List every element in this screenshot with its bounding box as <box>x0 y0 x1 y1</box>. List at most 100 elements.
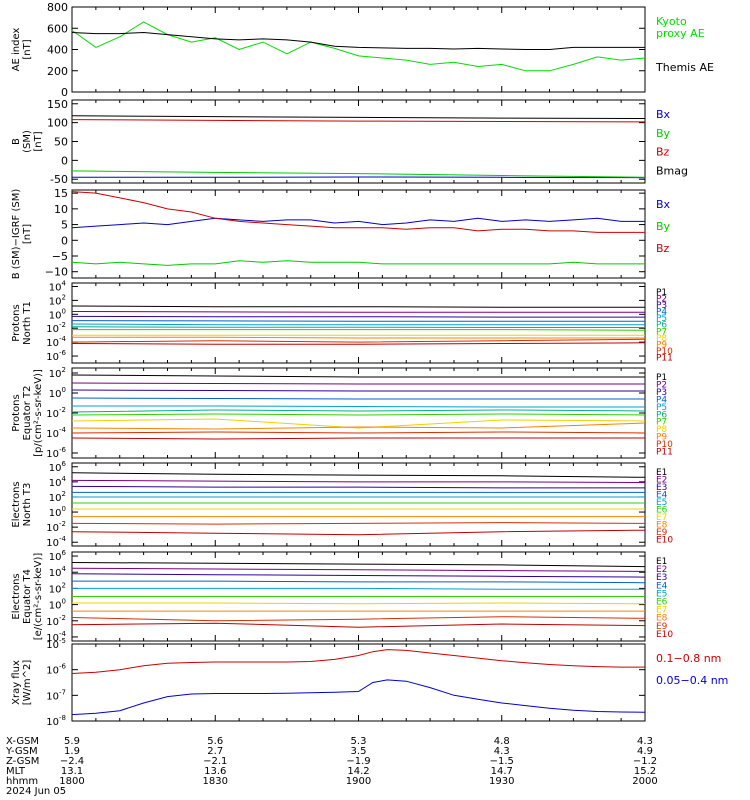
legend-p2: P2 <box>656 295 667 305</box>
y-tick-label: 800 <box>47 1 68 14</box>
y-tick-label: 10-8 <box>46 714 66 728</box>
legend-e9: E9 <box>656 528 668 538</box>
panel-frame <box>71 6 646 93</box>
legend-p4: P4 <box>656 308 667 318</box>
legend-p1: P1 <box>656 288 667 298</box>
series-e10 <box>71 529 646 536</box>
y-tick-label: 15 <box>54 187 68 200</box>
orbit-value: 4.9 <box>637 746 653 757</box>
legend-p8: P8 <box>656 425 667 435</box>
legend-e6: E6 <box>656 598 668 608</box>
orbit-value: 1.9 <box>64 746 80 757</box>
series-e3 <box>71 485 645 489</box>
y-tick-label: 50 <box>54 136 68 149</box>
series-0-1-0-8-nm <box>71 649 645 674</box>
panel-frame <box>71 99 646 184</box>
series-p11 <box>71 437 645 440</box>
series-bx <box>71 217 645 229</box>
series-e7 <box>72 602 646 605</box>
legend-kyoto-proxy-ae-2: proxy AE <box>656 27 705 40</box>
series-p6 <box>71 326 645 328</box>
series-e3 <box>71 573 646 578</box>
orbit-row-label: hhmm <box>6 776 38 787</box>
y-tick-label: 104 <box>49 565 67 579</box>
legend-p10: P10 <box>656 440 673 450</box>
y-axis-label: ElectronsEquator T4[e/(cm²-s-sr-keV)] <box>11 553 44 641</box>
series-p8 <box>71 418 646 429</box>
legend-p5: P5 <box>656 403 667 413</box>
orbit-value: 5.9 <box>64 736 80 747</box>
series-by <box>71 170 646 178</box>
series-p10 <box>71 338 646 343</box>
legend-e6: E6 <box>656 506 668 516</box>
legend-p6: P6 <box>656 410 667 420</box>
y-tick-label: 10-6 <box>46 446 66 460</box>
series-bz <box>71 119 646 123</box>
legend-p5: P5 <box>656 314 667 324</box>
legend-p11: P11 <box>656 448 673 458</box>
orbit-value: 1800 <box>59 776 84 787</box>
y-tick-label: 100 <box>49 307 66 321</box>
orbit-value: −2.1 <box>203 756 227 767</box>
orbit-value: 13.1 <box>61 766 83 777</box>
y-tick-label: 100 <box>47 117 68 130</box>
series-p2 <box>71 382 645 385</box>
series-p9 <box>71 422 646 430</box>
legend-p10: P10 <box>656 347 673 357</box>
series-p7 <box>72 329 646 331</box>
series-p7 <box>71 413 646 416</box>
series-p10 <box>71 431 646 434</box>
series-e10 <box>71 622 646 628</box>
legend-e5: E5 <box>656 498 667 508</box>
date-label: 2024 Jun 05 <box>6 786 66 797</box>
panel-7: 10-4 10-2 100 102 104 106 ElectronsEquator T4[… <box>11 549 673 644</box>
orbit-value: −2.4 <box>60 756 84 767</box>
series-e9 <box>71 522 646 525</box>
series-bz <box>71 191 645 233</box>
series-e2 <box>71 479 646 484</box>
legend-bz: Bz <box>656 146 670 159</box>
legend-0-05-0-4-nm: 0.05−0.4 nm <box>656 674 728 687</box>
y-axis-label: B (SM)−IGRF (SM)[nT] <box>11 189 33 280</box>
legend-e1: E1 <box>656 557 667 567</box>
y-tick-label: 100 <box>49 386 66 400</box>
orbit-row-label: Z-GSM <box>6 756 39 767</box>
orbit-value: 1900 <box>346 776 371 787</box>
orbit-value: 15.2 <box>634 766 656 777</box>
y-tick-label: 0 <box>61 154 68 167</box>
y-tick-label: 100 <box>49 598 66 612</box>
y-tick-label: 102 <box>49 581 66 595</box>
y-tick-label: 0 <box>61 86 68 99</box>
orbit-value: −1.5 <box>490 756 514 767</box>
orbit-value: 2.7 <box>207 746 223 757</box>
panel-2: -50 0 50 100 150 B(SM)[nT] Bx By Bz Bmag <box>11 98 688 186</box>
legend-e5: E5 <box>656 589 667 599</box>
y-tick-label: 10-7 <box>46 688 66 702</box>
legend-p2: P2 <box>656 380 667 390</box>
y-axis-label: ElectronsNorth T3 <box>11 481 33 527</box>
y-tick-label: 10-2 <box>46 321 66 335</box>
y-tick-label: 10-2 <box>46 520 66 534</box>
legend-p7: P7 <box>656 418 667 428</box>
legend-e2: E2 <box>656 476 667 486</box>
orbit-value: 4.8 <box>494 736 510 747</box>
y-tick-label: 5 <box>61 219 68 232</box>
series-e9 <box>71 616 646 622</box>
orbit-value: 14.2 <box>347 766 369 777</box>
legend-bx: Bx <box>656 108 671 121</box>
orbit-row-label: X-GSM <box>6 736 39 747</box>
legend-e8: E8 <box>656 614 668 624</box>
panel-frame <box>71 282 646 364</box>
series-0-05-0-4-nm <box>71 679 646 716</box>
legend-e7: E7 <box>656 513 667 523</box>
series-p5 <box>71 323 645 326</box>
y-tick-label: 10-4 <box>46 335 66 349</box>
orbit-value: 1830 <box>203 776 228 787</box>
y-tick-label: 102 <box>49 490 66 504</box>
panel-frame <box>71 367 646 459</box>
y-tick-label: 10-2 <box>46 406 66 420</box>
y-tick-label: 10 <box>54 203 68 216</box>
legend-p1: P1 <box>656 373 667 383</box>
legend-bx: Bx <box>656 198 671 211</box>
